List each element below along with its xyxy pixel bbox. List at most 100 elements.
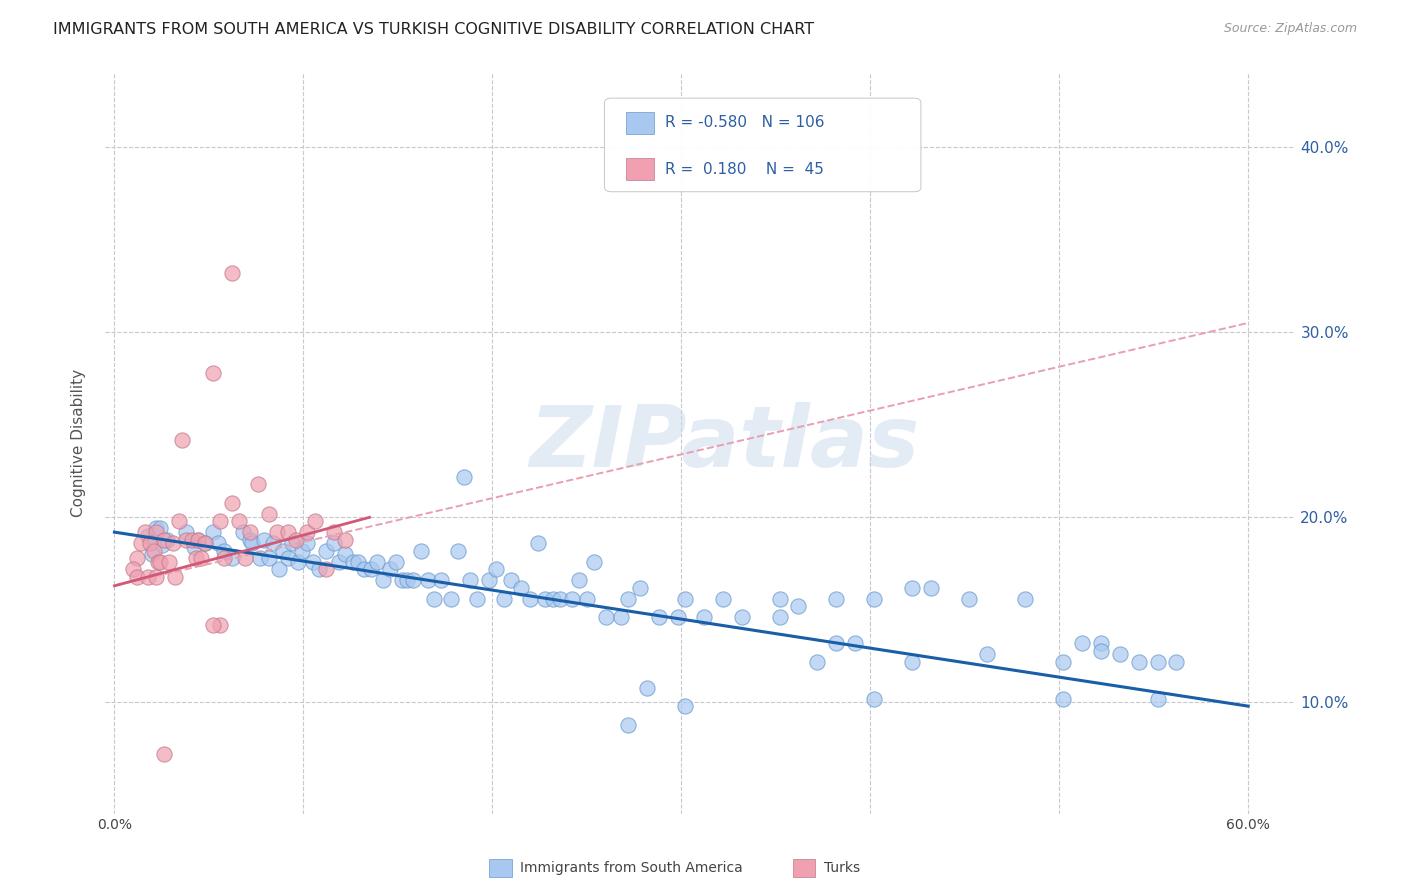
Point (693, 610, 716, 624)
Point (976, 648, 998, 662)
Point (201, 617, 224, 632)
Point (353, 562, 375, 576)
Point (901, 655, 924, 669)
Point (333, 533, 356, 547)
Point (787, 599, 810, 614)
Text: Source: ZipAtlas.com: Source: ZipAtlas.com (1223, 22, 1357, 36)
Point (825, 591, 848, 606)
Point (146, 555, 169, 569)
Point (134, 525, 156, 540)
Point (1146, 655, 1168, 669)
Point (366, 555, 388, 569)
Point (162, 536, 184, 550)
Point (141, 547, 163, 561)
Point (152, 747, 174, 762)
Point (187, 533, 209, 547)
Point (201, 366, 224, 380)
Point (492, 591, 515, 606)
Point (209, 617, 232, 632)
Point (380, 562, 402, 576)
Point (172, 433, 194, 447)
Point (768, 610, 790, 624)
Point (673, 591, 696, 606)
Point (768, 591, 790, 606)
Text: R = -0.580   N = 106: R = -0.580 N = 106 (665, 115, 824, 130)
Point (509, 581, 531, 595)
Point (610, 610, 633, 624)
Point (595, 610, 617, 624)
Point (221, 495, 243, 509)
Point (239, 525, 262, 540)
Point (453, 469, 475, 483)
Point (194, 536, 217, 550)
Point (145, 521, 167, 535)
Point (157, 555, 180, 569)
Text: ZIPatlas: ZIPatlas (529, 401, 920, 484)
Point (174, 533, 197, 547)
Point (228, 514, 250, 528)
Point (304, 514, 326, 528)
Point (138, 529, 160, 543)
Point (825, 636, 848, 650)
Point (184, 551, 207, 566)
Point (152, 533, 174, 547)
Point (149, 555, 172, 569)
Point (957, 591, 980, 606)
Point (458, 574, 481, 588)
Point (253, 533, 276, 547)
Point (262, 536, 284, 550)
Point (440, 591, 463, 606)
Point (371, 574, 394, 588)
Point (541, 591, 564, 606)
Point (360, 562, 382, 576)
Point (180, 533, 202, 547)
Point (267, 562, 290, 576)
Point (247, 477, 270, 491)
Point (315, 543, 337, 558)
Point (333, 547, 356, 561)
Point (143, 543, 166, 558)
Point (583, 555, 606, 569)
Point (212, 551, 235, 566)
Point (122, 562, 145, 576)
Point (409, 543, 432, 558)
Point (617, 591, 640, 606)
Point (844, 636, 866, 650)
Point (416, 574, 439, 588)
Point (519, 591, 541, 606)
Point (249, 551, 271, 566)
Point (266, 525, 288, 540)
Point (187, 533, 209, 547)
Point (561, 591, 583, 606)
Point (183, 540, 205, 554)
Point (636, 681, 658, 695)
Point (1014, 591, 1036, 606)
Point (328, 555, 350, 569)
Text: Immigrants from South America: Immigrants from South America (520, 861, 742, 875)
Point (271, 543, 294, 558)
Point (138, 569, 160, 583)
Point (221, 266, 243, 280)
Point (209, 514, 232, 528)
Point (430, 574, 453, 588)
Point (901, 581, 924, 595)
Point (281, 536, 304, 550)
Point (673, 699, 696, 714)
Point (526, 536, 548, 550)
Point (1166, 655, 1188, 669)
Point (617, 717, 640, 731)
Point (233, 551, 256, 566)
Text: Turks: Turks (824, 861, 860, 875)
Point (207, 536, 229, 550)
Point (259, 507, 281, 521)
Point (163, 569, 186, 583)
Point (167, 514, 190, 528)
Point (385, 555, 408, 569)
Point (194, 536, 217, 550)
Point (315, 562, 337, 576)
Point (402, 574, 425, 588)
Point (342, 555, 364, 569)
Point (295, 536, 318, 550)
Point (322, 525, 344, 540)
Point (1090, 643, 1112, 657)
